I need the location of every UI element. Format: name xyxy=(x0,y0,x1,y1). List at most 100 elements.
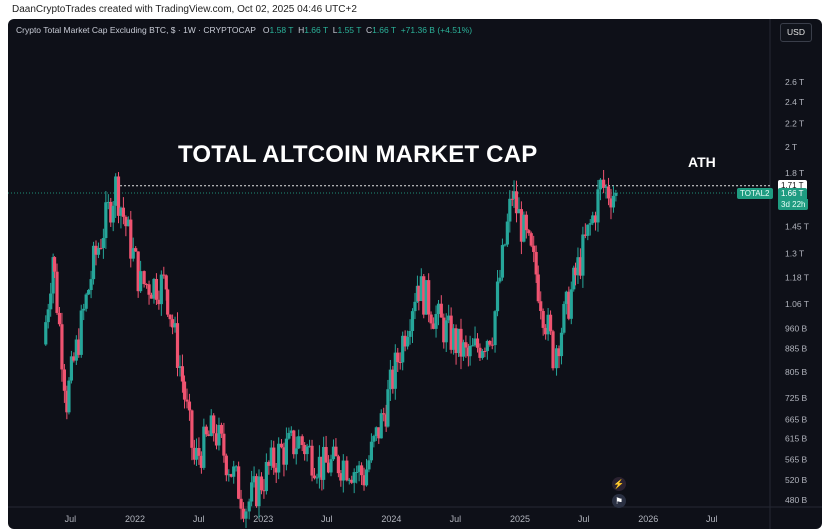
candle-down xyxy=(583,234,587,236)
candle-down xyxy=(350,479,354,483)
candle-down xyxy=(55,271,59,313)
candle-up xyxy=(355,471,359,473)
candle-up xyxy=(424,280,428,315)
candle-down xyxy=(121,207,126,217)
candle-down xyxy=(254,476,259,507)
chart-frame[interactable]: 2.6 T 2.4 T 2.2 T 2 T 1.8 T 1.45 T 1.3 T 1.18 T… xyxy=(8,19,822,529)
candle-up xyxy=(500,245,505,278)
candle-down xyxy=(187,401,192,411)
candle-up xyxy=(508,198,512,222)
candle-up xyxy=(413,301,417,312)
candle-down xyxy=(129,219,133,259)
candle-up xyxy=(444,320,448,343)
candle-up xyxy=(562,303,566,333)
candle-down xyxy=(478,347,482,358)
candle-down xyxy=(449,315,453,350)
candle-up xyxy=(234,466,238,468)
candle-down xyxy=(475,338,480,348)
candle-down xyxy=(166,289,170,315)
x-tick-label: Jul xyxy=(578,514,590,524)
candle-up xyxy=(269,447,273,466)
candle-down xyxy=(222,433,226,456)
candle-down xyxy=(427,280,431,315)
candle-down xyxy=(551,331,555,369)
candle-up xyxy=(546,314,550,335)
candle-down xyxy=(57,312,62,325)
candle-down xyxy=(241,508,246,519)
candle-down xyxy=(259,476,264,491)
candle-down xyxy=(488,340,492,345)
candle-down xyxy=(192,447,196,460)
candle-down xyxy=(384,414,388,427)
candle-up xyxy=(91,245,96,280)
candle-down xyxy=(170,319,175,328)
candle-up xyxy=(244,511,248,519)
candle-down xyxy=(109,201,113,223)
x-tick-label: 2026 xyxy=(638,514,658,524)
y-tick-label: 2.2 T xyxy=(785,118,804,128)
candle-up xyxy=(586,224,590,236)
candle-down xyxy=(593,215,598,223)
candle-up xyxy=(173,323,177,328)
candle-down xyxy=(175,323,180,368)
legend-title: Crypto Total Market Cap Excluding BTC, $… xyxy=(16,25,256,35)
candle-up xyxy=(217,424,221,446)
candle-down xyxy=(510,198,514,200)
candle-up xyxy=(329,459,333,473)
lightning-event-icon[interactable]: ⚡ xyxy=(612,477,626,491)
candle-up xyxy=(111,205,115,223)
candle-up xyxy=(126,219,130,227)
candle-down xyxy=(65,390,69,413)
candle-up xyxy=(495,281,500,312)
candle-up xyxy=(591,215,595,224)
chart-headline: TOTAL ALTCOIN MARKET CAP xyxy=(178,141,538,168)
candle-up xyxy=(367,460,371,470)
candle-up xyxy=(493,311,497,346)
candle-up xyxy=(131,248,135,259)
candle-up xyxy=(388,369,392,390)
candle-down xyxy=(398,362,402,364)
candle-up xyxy=(452,328,456,350)
candle-down xyxy=(303,445,307,455)
candle-up xyxy=(104,202,108,239)
candle-down xyxy=(229,474,233,477)
candle-up xyxy=(505,221,509,245)
legend-open-key: O xyxy=(262,25,270,35)
y-tick-label: 1.45 T xyxy=(785,221,809,231)
candle-down xyxy=(312,475,317,479)
candle-down xyxy=(214,433,219,446)
candle-up xyxy=(250,482,254,502)
candle-up xyxy=(572,267,576,290)
candle-up xyxy=(277,443,281,473)
price-chart[interactable]: 2.6 T 2.4 T 2.2 T 2 T 1.8 T 1.45 T 1.3 T 1.18 T… xyxy=(8,19,822,529)
currency-button[interactable]: USD xyxy=(780,23,812,42)
candle-up xyxy=(386,389,390,427)
candle-up xyxy=(598,179,603,190)
candle-up xyxy=(473,338,477,346)
candle-down xyxy=(514,191,519,214)
candle-up xyxy=(374,427,378,437)
candle-up xyxy=(178,366,182,368)
candle-up xyxy=(379,413,383,439)
candle-down xyxy=(60,324,64,370)
x-tick-label: 2022 xyxy=(125,514,145,524)
candle-up xyxy=(315,477,319,479)
candle-up xyxy=(305,446,309,455)
candle-up xyxy=(559,332,564,357)
candle-up xyxy=(194,448,199,460)
us-flag-icon[interactable]: ⚑ xyxy=(612,494,626,508)
candle-up xyxy=(405,336,410,347)
legend-change: +71.36 B (+4.51%) xyxy=(400,25,473,35)
candle-down xyxy=(199,455,203,468)
candle-down xyxy=(602,179,606,188)
candle-up xyxy=(297,436,301,449)
candle-up xyxy=(209,415,213,436)
candle-up xyxy=(364,469,369,486)
candle-down xyxy=(124,216,128,227)
candle-down xyxy=(274,467,278,473)
candle-down xyxy=(190,410,194,448)
candle-down xyxy=(197,448,201,456)
candle-up xyxy=(119,207,123,216)
candle-down xyxy=(345,460,349,481)
candle-up xyxy=(69,356,74,381)
